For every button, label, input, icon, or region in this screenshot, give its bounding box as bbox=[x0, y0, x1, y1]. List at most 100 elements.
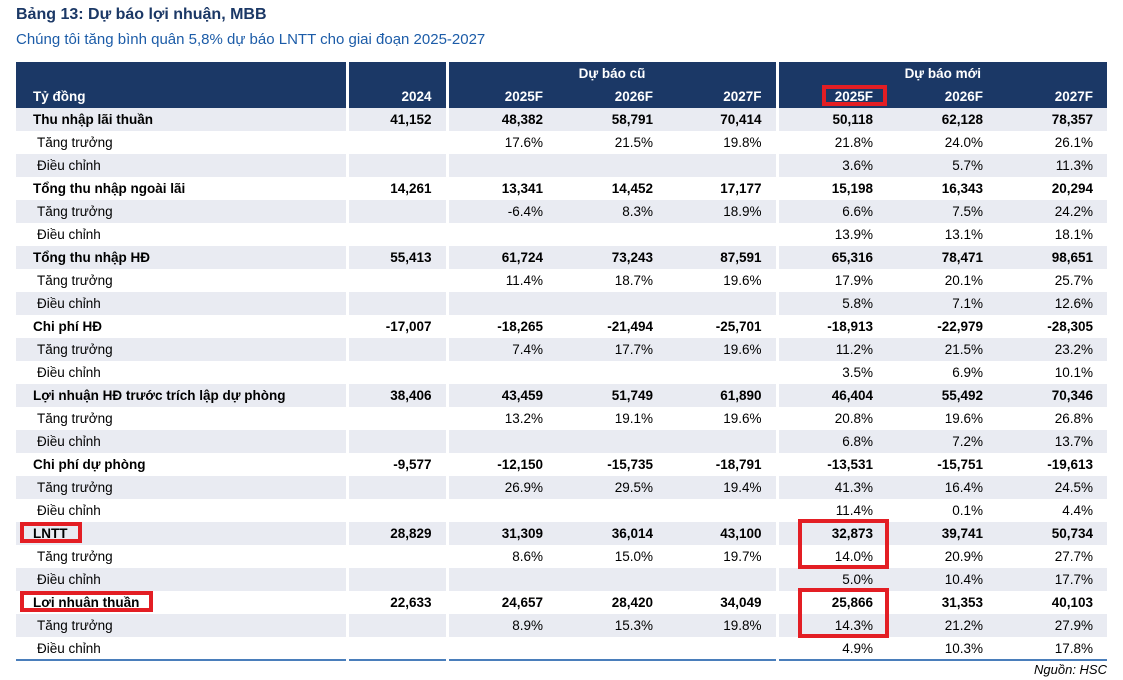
row-label-cell: Lợi nhuận thuần bbox=[16, 591, 347, 614]
cell-value: 20.8% bbox=[775, 407, 887, 430]
cell-value bbox=[557, 568, 667, 591]
cell-value bbox=[667, 223, 777, 246]
cell-value: 22,633 bbox=[345, 591, 447, 614]
cell-value: 39,741 bbox=[887, 522, 997, 545]
cell-value: 13,341 bbox=[445, 177, 557, 200]
cell-value: 11.4% bbox=[445, 269, 557, 292]
cell-value: 14.0% bbox=[775, 545, 887, 568]
cell-value: 61,890 bbox=[667, 384, 777, 407]
cell-value: 27.7% bbox=[1054, 549, 1094, 564]
cell-value: 14.3% bbox=[775, 614, 887, 637]
row-label: Tăng trưởng bbox=[37, 135, 113, 150]
row-label-cell: Tổng thu nhập ngoài lãi bbox=[16, 177, 347, 200]
group-header: Dự báo mới bbox=[775, 62, 1108, 82]
cell-value: 5.0% bbox=[775, 568, 887, 591]
cell-value bbox=[345, 407, 447, 430]
cell-value: 19.6% bbox=[667, 338, 777, 361]
cell-value bbox=[345, 499, 447, 522]
table-row: LNTT 28,829 31,309 36,014 43,100 32,873 39,741… bbox=[16, 522, 1108, 545]
cell-value: 43,459 bbox=[445, 384, 557, 407]
cell-value: -21,494 bbox=[607, 319, 653, 334]
cell-value: -18,791 bbox=[715, 457, 762, 472]
table-row: Điều chỉnh 5.0% 10.4% 17.7% bbox=[16, 568, 1108, 591]
group-header-label: Dự báo mới bbox=[904, 65, 981, 81]
column-header-2024: 2024 bbox=[345, 62, 447, 108]
table-row: Tăng trưởng 8.9% 15.3% 19.8% 14.3% 21.2% 27.9% bbox=[16, 614, 1108, 637]
cell-value: 50,734 bbox=[997, 522, 1108, 545]
table-body: Thu nhập lãi thuần 41,152 48,382 58,791 70,4… bbox=[16, 108, 1108, 660]
cell-value: 98,651 bbox=[997, 246, 1108, 269]
cell-value: 14,452 bbox=[611, 181, 653, 196]
cell-value bbox=[345, 430, 447, 453]
header-group-row: Tỷ đồng 2024 Dự báo cũ Dự báo mới bbox=[16, 62, 1108, 108]
row-label-cell: Điều chỉnh bbox=[16, 223, 347, 246]
table-row: Lợi nhuận HĐ trước trích lập dự phòng 38,… bbox=[16, 384, 1108, 407]
row-label-cell: Điều chỉnh bbox=[16, 499, 347, 522]
cell-value: 55,413 bbox=[345, 246, 447, 269]
cell-value: 4.9% bbox=[775, 637, 887, 660]
cell-value: 24.0% bbox=[944, 135, 983, 150]
source-note: Nguồn: HSC bbox=[1034, 662, 1107, 677]
cell-value bbox=[667, 568, 777, 591]
header-year-row: 2025F 2026F 2027F 2025F 2026F 2027F bbox=[16, 82, 1108, 108]
figure-title: Bảng 13: Dự báo lợi nhuận, MBB bbox=[16, 6, 267, 23]
cell-value: 13.1% bbox=[944, 227, 983, 242]
cell-value bbox=[557, 223, 667, 246]
figure-subtitle: Chúng tôi tăng bình quân 5,8% dự báo LNT… bbox=[16, 31, 486, 48]
cell-value: 11.4% bbox=[775, 499, 887, 522]
cell-value: 78,357 bbox=[997, 108, 1108, 131]
cell-value: 62,128 bbox=[887, 108, 997, 131]
cell-value: 16.4% bbox=[887, 476, 997, 499]
cell-value: 32,873 bbox=[775, 522, 887, 545]
highlight-new-2025F-header: 2025F bbox=[821, 85, 888, 106]
table-row: Điều chỉnh 11.4% 0.1% 4.4% bbox=[16, 499, 1107, 522]
cell-value: 25,866 bbox=[775, 591, 887, 614]
cell-value: 48,382 bbox=[445, 108, 557, 131]
cell-value: 11.3% bbox=[997, 154, 1108, 177]
cell-value: 55,492 bbox=[887, 384, 997, 407]
cell-value bbox=[345, 223, 447, 246]
cell-value: 70,414 bbox=[667, 108, 777, 131]
row-label: Tổng thu nhập HĐ bbox=[33, 250, 150, 265]
cell-value: 46,404 bbox=[775, 384, 887, 407]
cell-value bbox=[557, 499, 667, 522]
cell-value: 17.8% bbox=[1054, 640, 1094, 656]
cell-value bbox=[345, 637, 447, 660]
cell-value: 21.5% bbox=[614, 135, 653, 150]
forecast-table: Tỷ đồng 2024 Dự báo cũ Dự báo mới 2025F 2026F… bbox=[16, 62, 1108, 661]
row-label: Điều chỉnh bbox=[37, 365, 101, 380]
cell-value bbox=[345, 131, 447, 154]
cell-value: -17,007 bbox=[345, 315, 447, 338]
cell-value: 31,353 bbox=[941, 595, 983, 610]
table-row: Điều chỉnh 3.6% 5.7% 11.3% bbox=[16, 154, 1108, 177]
table-row: Điều chỉnh 3.5% 6.9% 10.1% bbox=[16, 361, 1107, 384]
cell-value: -15,735 bbox=[607, 457, 653, 472]
cell-value: 18.9% bbox=[667, 200, 777, 223]
cell-value: -25,701 bbox=[715, 319, 762, 334]
column-header: 2027F bbox=[667, 82, 777, 108]
cell-value: 10.4% bbox=[887, 568, 997, 591]
cell-value bbox=[667, 637, 777, 660]
cell-value bbox=[345, 614, 447, 637]
cell-value bbox=[667, 361, 777, 384]
cell-value: 21.5% bbox=[887, 338, 997, 361]
cell-value: 21.2% bbox=[887, 614, 997, 637]
cell-value: 15.0% bbox=[614, 549, 653, 564]
row-label: Điều chỉnh bbox=[37, 503, 101, 518]
cell-value: 20,294 bbox=[1051, 181, 1094, 196]
cell-value: 87,591 bbox=[667, 246, 777, 269]
cell-value: -12,150 bbox=[445, 453, 557, 476]
cell-value bbox=[667, 430, 777, 453]
cell-value: 23.2% bbox=[997, 338, 1108, 361]
column-header: 2026F bbox=[887, 82, 997, 108]
cell-value: 24.5% bbox=[997, 476, 1108, 499]
row-label-cell: Tăng trưởng bbox=[16, 200, 347, 223]
cell-value: 25.7% bbox=[1054, 273, 1094, 288]
cell-value: 61,724 bbox=[445, 246, 557, 269]
row-label-cell: Tăng trưởng bbox=[16, 269, 347, 292]
cell-value bbox=[345, 292, 447, 315]
cell-value: 26.1% bbox=[1054, 135, 1094, 150]
cell-value: 10.1% bbox=[1054, 365, 1094, 380]
row-label: Điều chỉnh bbox=[37, 572, 101, 587]
